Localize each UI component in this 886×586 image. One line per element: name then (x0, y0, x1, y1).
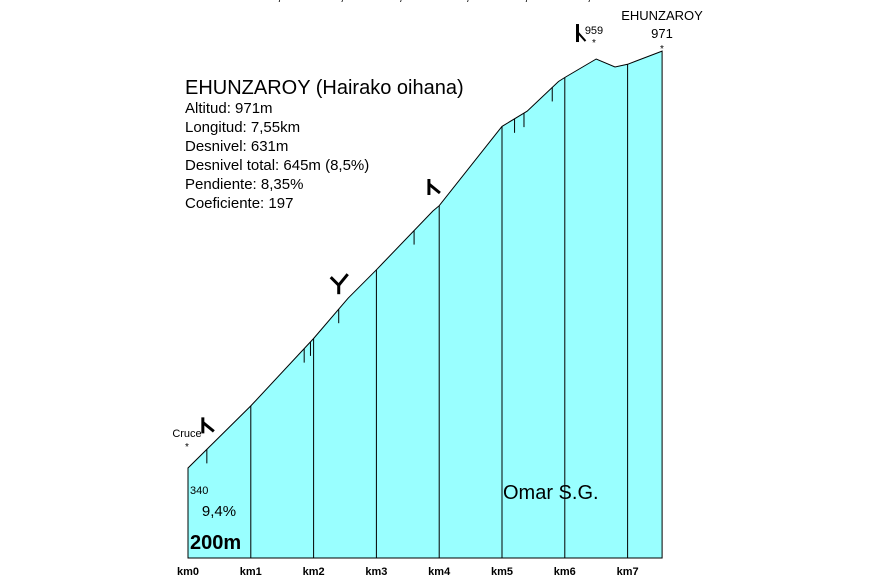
peak-sign-icon (576, 24, 587, 43)
segment-altitude-label: 931 (567, 0, 585, 3)
segment-altitude-label: 536 (316, 0, 334, 3)
segment-grade-label: 7,4% (516, 0, 550, 4)
segment-grade-label: 9,7% (390, 0, 424, 4)
stat-line: Longitud: 7,55km (185, 119, 300, 136)
stat-line: Desnivel total: 645m (8,5%) (185, 157, 369, 174)
base-altitude-label: 200m (190, 532, 241, 554)
segment-grade-label: 9,4% (202, 503, 236, 520)
summit-name-label: EHUNZAROY (621, 8, 703, 23)
sign-stroke (201, 421, 215, 433)
sign-stroke (329, 276, 340, 287)
chart-title: EHUNZAROY (Hairako oihana) (185, 77, 464, 99)
summit-star: * (660, 44, 664, 55)
sign-stroke (337, 273, 349, 287)
x-tick-label: km7 (617, 566, 639, 578)
segment-altitude-label: 857 (504, 0, 522, 3)
elevation-area (187, 50, 663, 559)
start-point-label: Cruce (172, 428, 201, 440)
stat-line: Altitud: 971m (185, 100, 273, 117)
stat-line: Desnivel: 631m (185, 138, 288, 155)
peak-star: * (592, 38, 596, 49)
x-tick-label: km0 (177, 566, 199, 578)
segment-altitude-label: 640 (378, 0, 396, 3)
x-tick-label: km4 (428, 566, 451, 578)
segment-altitude-label: 340 (190, 485, 208, 497)
sign-stroke (427, 182, 441, 195)
junction-sign-icon (427, 178, 441, 195)
segment-grade-label: 12,0% (449, 0, 492, 4)
segment-grade-label: 2,0% (579, 0, 613, 4)
segment-altitude-label: 434 (253, 0, 271, 3)
junction-sign-icon (201, 417, 215, 434)
stat-line: Coeficiente: 197 (185, 195, 293, 212)
x-tick-label: km6 (554, 566, 576, 578)
peak-altitude-label: 959 (585, 25, 603, 37)
x-tick-label: km2 (303, 566, 325, 578)
sign-stroke (576, 31, 587, 42)
segment-altitude-label: 951 (630, 0, 648, 3)
author-label: Omar S.G. (503, 482, 599, 504)
summit-altitude-label: 971 (651, 26, 673, 41)
segment-grade-label: 10,4% (323, 0, 366, 4)
junction-sign-icon (329, 273, 349, 295)
stat-line: Pendiente: 8,35% (185, 176, 303, 193)
x-tick-label: km3 (365, 566, 387, 578)
segment-altitude-label: 737 (441, 0, 459, 3)
x-tick-label: km1 (240, 566, 262, 578)
start-point-star: * (185, 442, 189, 453)
x-tick-label: km5 (491, 566, 513, 578)
segment-grade-label: 10,2% (261, 0, 304, 4)
